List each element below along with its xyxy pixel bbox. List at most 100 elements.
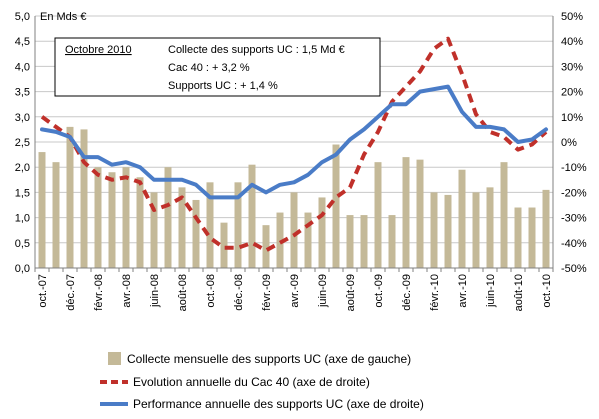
bar bbox=[220, 222, 228, 268]
bar bbox=[444, 194, 452, 268]
y-right-tick-label: 40% bbox=[561, 36, 583, 48]
bar bbox=[374, 162, 382, 268]
bar bbox=[262, 225, 270, 268]
y-right-tick-label: -30% bbox=[561, 213, 587, 225]
x-tick-label: oct.-10 bbox=[541, 274, 553, 308]
bar bbox=[38, 152, 46, 268]
y-tick-labels: 0,0 -50% 0,5 -40% 1,0 -30% 1,5 -20% 2,0 -10% 2,5 0%… bbox=[15, 11, 587, 275]
x-tick-label: déc.-07 bbox=[65, 274, 77, 311]
bar bbox=[80, 129, 88, 268]
x-tick-label: juin-09 bbox=[317, 274, 329, 308]
y-left-tick-label: 2,5 bbox=[15, 137, 30, 149]
bar bbox=[206, 182, 214, 268]
y-right-tick-label: 50% bbox=[561, 11, 583, 23]
bar bbox=[108, 172, 116, 268]
x-tick-label: juin-10 bbox=[485, 274, 497, 308]
x-tick-label: févr.-08 bbox=[93, 274, 105, 311]
x-tick-label: juin-08 bbox=[149, 274, 161, 308]
bar bbox=[486, 187, 494, 268]
annotation-box: Octobre 2010 Collecte des supports UC : … bbox=[54, 37, 381, 97]
x-tick-label: févr.-10 bbox=[429, 274, 441, 311]
bar bbox=[192, 199, 200, 268]
y-left-tick-label: 0,0 bbox=[15, 263, 30, 275]
y-left-tick-label: 5,0 bbox=[15, 11, 30, 23]
line-series bbox=[40, 36, 548, 253]
x-tick-label: août-08 bbox=[177, 274, 189, 311]
y-right-tick-label: 10% bbox=[561, 112, 583, 124]
bar bbox=[136, 177, 144, 268]
annotation-line-2: Cac 40 : + 3,2 % bbox=[168, 62, 250, 74]
chart-axes bbox=[34, 16, 554, 272]
bar bbox=[150, 192, 158, 268]
legend-swatch-collecte bbox=[108, 352, 121, 365]
bar bbox=[94, 167, 102, 268]
bar bbox=[528, 207, 536, 268]
x-tick-label: déc.-09 bbox=[401, 274, 413, 311]
bar bbox=[500, 162, 508, 268]
annotation-date: Octobre 2010 bbox=[65, 44, 132, 56]
bar bbox=[178, 187, 186, 268]
y-left-tick-label: 4,0 bbox=[15, 61, 30, 73]
line-supports-uc bbox=[40, 84, 548, 200]
y-right-tick-label: 20% bbox=[561, 87, 583, 99]
bar bbox=[472, 192, 480, 268]
annotation-line-1: Collecte des supports UC : 1,5 Md € bbox=[168, 44, 345, 56]
bar bbox=[66, 126, 74, 268]
y-left-tick-label: 1,5 bbox=[15, 187, 30, 199]
bar bbox=[514, 207, 522, 268]
x-tick-label: avr.-10 bbox=[457, 274, 469, 308]
y-right-tick-label: 0% bbox=[561, 137, 577, 149]
x-tick-label: avr.-08 bbox=[121, 274, 133, 308]
y-left-tick-label: 3,5 bbox=[15, 87, 30, 99]
y-left-tick-label: 3,0 bbox=[15, 112, 30, 124]
y-right-tick-label: 30% bbox=[561, 61, 583, 73]
bar bbox=[416, 159, 424, 268]
legend-label-collecte: Collecte mensuelle des supports UC (axe … bbox=[127, 352, 411, 366]
y-left-tick-label: 1,0 bbox=[15, 213, 30, 225]
y-right-tick-label: -40% bbox=[561, 238, 587, 250]
legend-item-supports: Performance annuelle des supports UC (ax… bbox=[100, 397, 424, 411]
bar-series-collecte bbox=[38, 126, 550, 268]
legend: Collecte mensuelle des supports UC (axe … bbox=[100, 352, 424, 411]
x-tick-label: oct.-09 bbox=[373, 274, 385, 308]
bar bbox=[164, 167, 172, 268]
legend-item-cac40: Evolution annuelle du Cac 40 (axe de dro… bbox=[100, 375, 370, 389]
annotation-line-3: Supports UC : + 1,4 % bbox=[168, 80, 278, 92]
bar bbox=[52, 162, 60, 268]
x-tick-label: avr.-09 bbox=[289, 274, 301, 308]
x-tick-label: oct.-08 bbox=[205, 274, 217, 308]
y-right-tick-label: -50% bbox=[561, 263, 587, 275]
x-tick-label: août-10 bbox=[513, 274, 525, 311]
bar bbox=[388, 215, 396, 268]
bar bbox=[402, 157, 410, 268]
x-tick-label: août-09 bbox=[345, 274, 357, 311]
bar bbox=[304, 212, 312, 268]
bar bbox=[458, 169, 466, 268]
legend-label-supports: Performance annuelle des supports UC (ax… bbox=[133, 397, 424, 411]
x-tick-label: déc.-08 bbox=[233, 274, 245, 311]
bar bbox=[346, 215, 354, 268]
bar bbox=[542, 189, 550, 268]
bar bbox=[276, 212, 284, 268]
bar bbox=[290, 192, 298, 268]
bar bbox=[248, 164, 256, 268]
y-left-tick-label: 0,5 bbox=[15, 238, 30, 250]
y-left-tick-label: 2,0 bbox=[15, 162, 30, 174]
bar bbox=[332, 144, 340, 268]
y-right-tick-label: -10% bbox=[561, 162, 587, 174]
x-tick-labels: oct.-07 déc.-07 févr.-08 avr.-08 juin-08 août… bbox=[37, 274, 553, 311]
line-cac40 bbox=[40, 36, 548, 253]
legend-label-cac40: Evolution annuelle du Cac 40 (axe de dro… bbox=[133, 375, 370, 389]
unit-label: En Mds € bbox=[40, 11, 86, 23]
x-tick-label: oct.-07 bbox=[37, 274, 49, 308]
bar bbox=[318, 197, 326, 268]
bar bbox=[430, 192, 438, 268]
legend-item-collecte: Collecte mensuelle des supports UC (axe … bbox=[108, 352, 411, 366]
bar bbox=[234, 182, 242, 268]
bar bbox=[122, 167, 130, 268]
x-tick-label: févr.-09 bbox=[261, 274, 273, 311]
y-left-tick-label: 4,5 bbox=[15, 36, 30, 48]
y-right-tick-label: -20% bbox=[561, 187, 587, 199]
bar bbox=[360, 215, 368, 268]
